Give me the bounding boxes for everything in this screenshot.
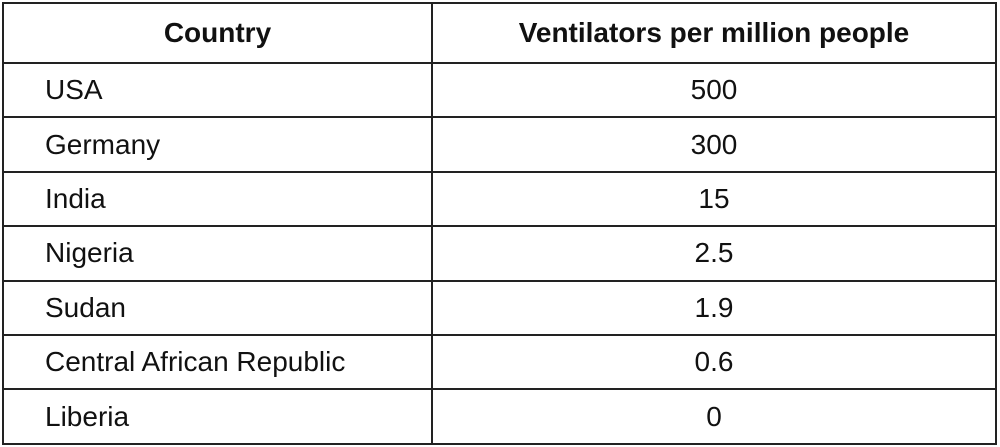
table-row: USA 500 [2, 61, 997, 119]
value-cell: 500 [431, 61, 997, 119]
table-header: Country Ventilators per million people [2, 2, 997, 64]
value-cell: 300 [431, 116, 997, 173]
table-row: Sudan 1.9 [2, 279, 997, 336]
country-cell: Central African Republic [2, 333, 433, 391]
value-cell: 2.5 [431, 225, 997, 282]
value-cell: 1.9 [431, 279, 997, 336]
table-row: Nigeria 2.5 [2, 225, 997, 282]
table-row: Liberia 0 [2, 388, 997, 445]
value-cell: 0.6 [431, 333, 997, 391]
country-cell: Liberia [2, 388, 433, 445]
value-cell: 0 [431, 388, 997, 445]
table-row: India 15 [2, 170, 997, 228]
header-cell: Country [2, 2, 433, 64]
table-row: Germany 300 [2, 116, 997, 173]
value-cell: 15 [431, 170, 997, 228]
table-body: USA 500 Germany 300 India 15 Nigeria 2.5 Sudan 1.… [2, 61, 997, 445]
header-cell: Ventilators per million people [431, 2, 997, 64]
country-cell: Nigeria [2, 225, 433, 282]
country-cell: India [2, 170, 433, 228]
country-cell: USA [2, 61, 433, 119]
table-row: Central African Republic 0.6 [2, 333, 997, 391]
country-cell: Germany [2, 116, 433, 173]
header-row: Country Ventilators per million people [2, 2, 997, 64]
country-cell: Sudan [2, 279, 433, 336]
